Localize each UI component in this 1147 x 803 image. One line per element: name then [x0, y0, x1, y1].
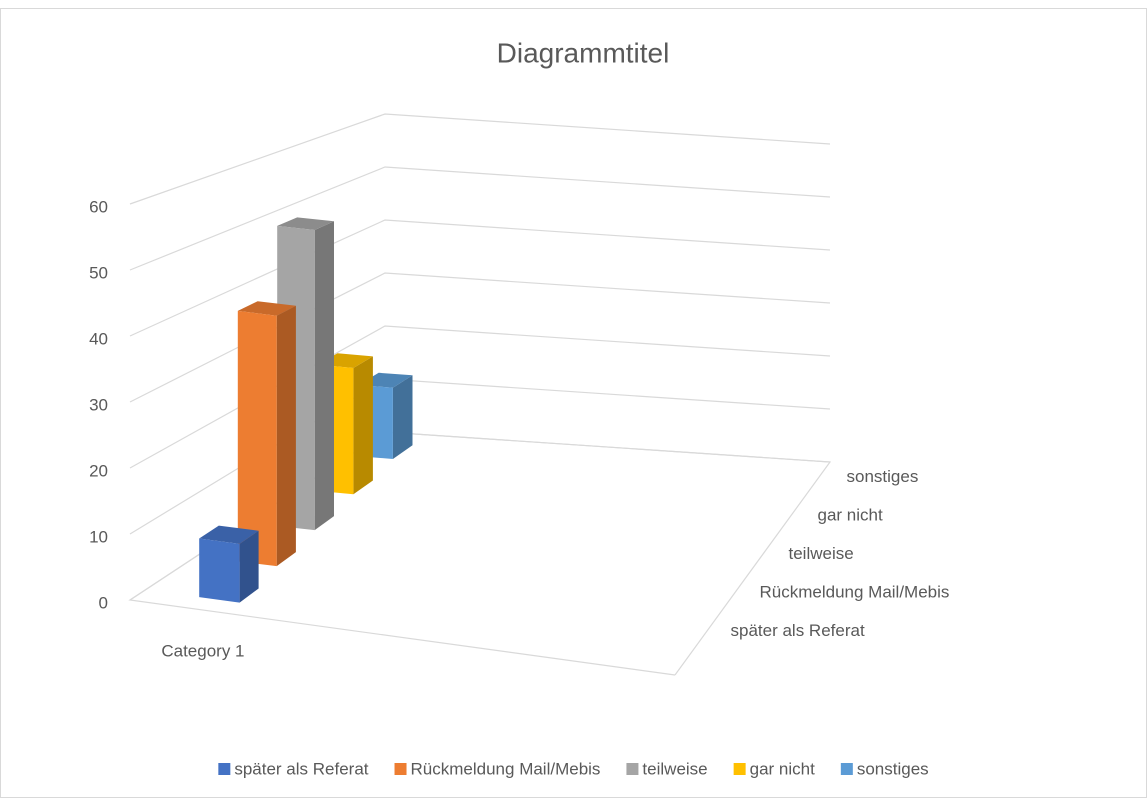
depth-label: teilweise: [789, 544, 854, 563]
legend-swatch: [394, 763, 407, 775]
grid-line: [129, 272, 831, 403]
legend-label: später als Referat: [234, 759, 368, 778]
bar-front: [237, 310, 277, 567]
legend-item: gar nicht: [733, 759, 815, 778]
y-tick-label: 0: [99, 593, 108, 612]
depth-label: später als Referat: [731, 621, 865, 640]
bar: [199, 525, 259, 603]
y-tick-label: 50: [89, 263, 108, 282]
y-tick-label: 40: [89, 329, 108, 348]
bar-side: [392, 375, 413, 459]
depth-label: gar nicht: [818, 505, 883, 524]
bar-side: [314, 221, 334, 531]
grid-line: [129, 219, 831, 337]
legend-label: sonstiges: [857, 759, 929, 778]
y-tick-label: 30: [89, 395, 108, 414]
depth-label: Rückmeldung Mail/Mebis: [760, 583, 950, 602]
legend-item: Rückmeldung Mail/Mebis: [394, 759, 601, 778]
legend: später als Referat Rückmeldung Mail/Mebis…: [218, 759, 929, 778]
legend-label: gar nicht: [750, 759, 815, 778]
bar-side: [353, 356, 373, 495]
legend-item: teilweise: [626, 759, 708, 778]
legend-item: später als Referat: [218, 759, 369, 778]
bar-front: [199, 538, 240, 603]
chart-border: [0, 8, 1147, 798]
legend-label: Rückmeldung Mail/Mebis: [411, 759, 601, 778]
legend-swatch: [733, 763, 746, 775]
y-tick-label: 20: [89, 461, 108, 480]
legend-item: sonstiges: [840, 759, 929, 778]
bar: [237, 301, 296, 567]
bar-top: [199, 525, 259, 544]
bar-side: [239, 530, 259, 603]
legend-swatch: [218, 763, 231, 775]
bar-side: [276, 305, 296, 567]
grid-line: [129, 325, 831, 469]
legend-swatch: [840, 763, 853, 775]
bar-top: [277, 217, 334, 230]
chart-title: Diagrammtitel: [497, 37, 670, 68]
y-tick-label: 60: [89, 197, 108, 216]
legend-label: teilweise: [642, 759, 707, 778]
y-tick-label: 10: [89, 527, 108, 546]
bar-top: [237, 301, 296, 316]
grid-line: [129, 113, 831, 205]
grid-line: [129, 166, 831, 271]
legend-swatch: [626, 763, 639, 775]
x-tick-label: Category 1: [161, 642, 244, 661]
depth-label: sonstiges: [847, 467, 919, 486]
